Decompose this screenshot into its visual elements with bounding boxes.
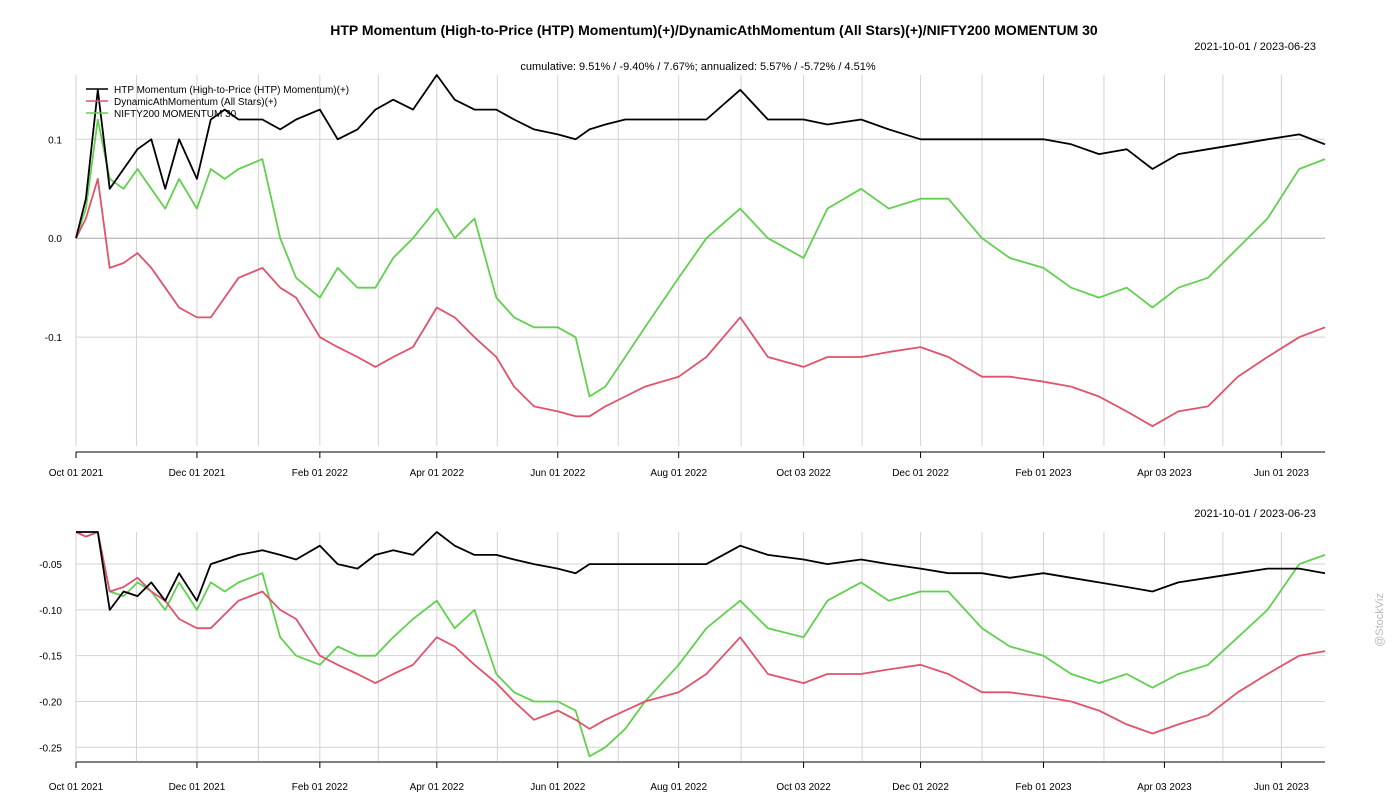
- bottom-gridlines: [75, 532, 1325, 761]
- legend-label: DynamicAthMomentum (All Stars)(+): [114, 97, 277, 108]
- x-tick-label: Apr 03 2023: [1137, 782, 1192, 793]
- bottom-series-lines: [75, 531, 1326, 758]
- x-tick-label: Oct 03 2022: [776, 782, 831, 793]
- top-subtitle: cumulative: 9.51% / -9.40% / 7.67%; annu…: [520, 61, 875, 73]
- x-tick-label: Oct 01 2021: [49, 782, 104, 793]
- x-tick-label: Feb 01 2023: [1015, 468, 1072, 479]
- x-tick-label: Jun 01 2022: [530, 782, 585, 793]
- drawdown-panel: 2021-10-01 / 2023-06-23 Oct 01 2021 Dec 0…: [39, 508, 1326, 793]
- x-tick-label: Oct 01 2021: [49, 468, 104, 479]
- x-tick-label: Jun 01 2023: [1254, 782, 1309, 793]
- y-tick-label: 0.0: [48, 234, 62, 245]
- y-tick-label: -0.20: [39, 697, 62, 708]
- legend: HTP Momentum (High-to-Price (HTP) Moment…: [86, 85, 349, 120]
- x-tick-label: Dec 01 2021: [169, 468, 226, 479]
- x-tick-label: Feb 01 2022: [292, 782, 349, 793]
- y-tick-label: 0.1: [48, 135, 62, 146]
- legend-label: HTP Momentum (High-to-Price (HTP) Moment…: [114, 85, 349, 96]
- bottom-date-range: 2021-10-01 / 2023-06-23: [1194, 508, 1316, 520]
- top-date-range: 2021-10-01 / 2023-06-23: [1194, 41, 1316, 53]
- x-tick-label: Jun 01 2023: [1254, 468, 1309, 479]
- legend-label: NIFTY200 MOMENTUM 30: [114, 109, 237, 120]
- top-series-lines: [75, 74, 1326, 428]
- htp-series-line: [75, 74, 1326, 239]
- x-tick-label: Feb 01 2022: [292, 468, 349, 479]
- x-tick-label: Aug 01 2022: [650, 782, 707, 793]
- x-tick-label: Apr 01 2022: [410, 782, 465, 793]
- dynamic-ath-series-line: [75, 531, 1326, 735]
- nifty200-series-line: [75, 531, 1326, 758]
- x-tick-label: Aug 01 2022: [650, 468, 707, 479]
- x-tick-label: Dec 01 2022: [892, 782, 949, 793]
- y-tick-label: -0.05: [39, 560, 62, 571]
- dynamic-ath-series-line: [75, 177, 1326, 428]
- y-tick-label: -0.1: [45, 333, 63, 344]
- x-tick-label: Dec 01 2022: [892, 468, 949, 479]
- x-tick-label: Jun 01 2022: [530, 468, 585, 479]
- htp-series-line: [76, 531, 1326, 611]
- x-tick-label: Apr 03 2023: [1137, 468, 1192, 479]
- chart-title: HTP Momentum (High-to-Price (HTP) Moment…: [330, 22, 1098, 38]
- x-tick-label: Feb 01 2023: [1015, 782, 1072, 793]
- top-gridlines: [75, 75, 1325, 446]
- top-axes: Oct 01 2021 Dec 01 2021 Feb 01 2022 Apr 01 …: [45, 135, 1325, 479]
- y-tick-label: -0.15: [39, 652, 62, 663]
- cumulative-panel: 2021-10-01 / 2023-06-23 cumulative: 9.51…: [45, 41, 1326, 479]
- x-tick-label: Dec 01 2021: [169, 782, 226, 793]
- bottom-axes: Oct 01 2021 Dec 01 2021 Feb 01 2022 Apr 01 …: [39, 560, 1325, 793]
- y-tick-label: -0.25: [39, 743, 62, 754]
- watermark: @StockViz: [1374, 593, 1386, 647]
- x-tick-label: Apr 01 2022: [410, 468, 465, 479]
- x-tick-label: Oct 03 2022: [776, 468, 831, 479]
- y-tick-label: -0.10: [39, 606, 62, 617]
- nifty200-series-line: [75, 118, 1326, 398]
